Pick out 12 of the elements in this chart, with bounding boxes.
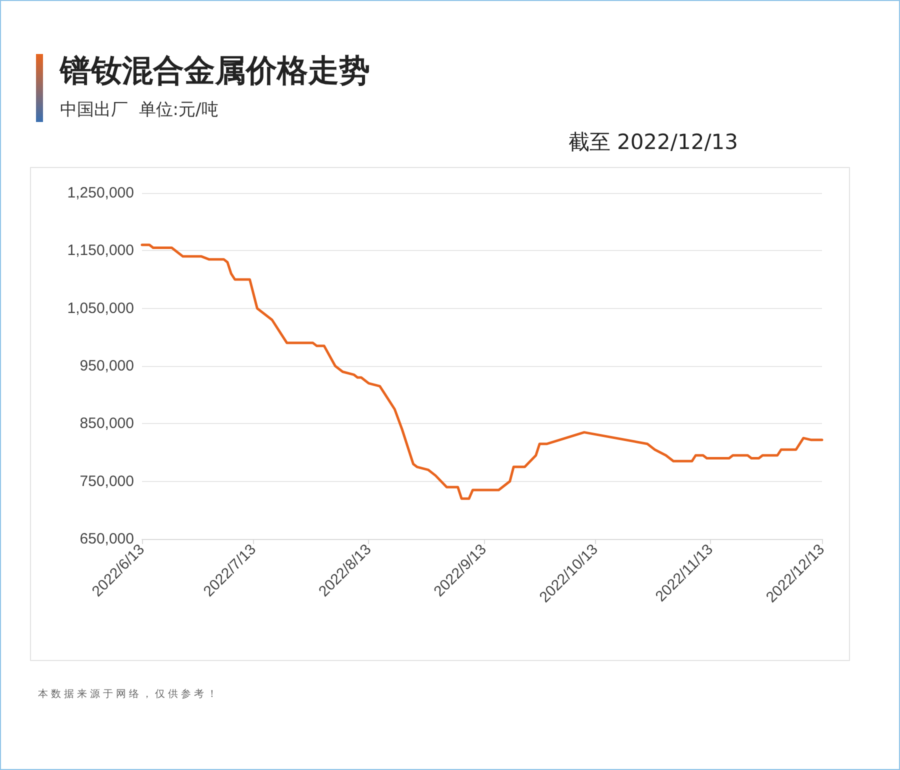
- line-series: [140, 244, 824, 500]
- y-tick-label: 1,050,000: [67, 300, 134, 317]
- y-tick-label: 1,250,000: [67, 184, 134, 202]
- text: 截至 2022/12/13: [568, 129, 738, 156]
- y-tick-label: 1,150,000: [67, 242, 134, 260]
- y-tick-label: 950,000: [80, 358, 134, 374]
- text: 本数据来源于网络，仅供参考！: [38, 688, 220, 701]
- y-tick-label: 650,000: [80, 530, 134, 548]
- chart-title: 镨钕混合金属价格走势: [60, 52, 370, 91]
- y-tick-label: 850,000: [80, 415, 134, 432]
- y-tick-label: 750,000: [80, 472, 134, 490]
- chart-subtitle: 中国出厂 单位:元/吨: [60, 99, 218, 121]
